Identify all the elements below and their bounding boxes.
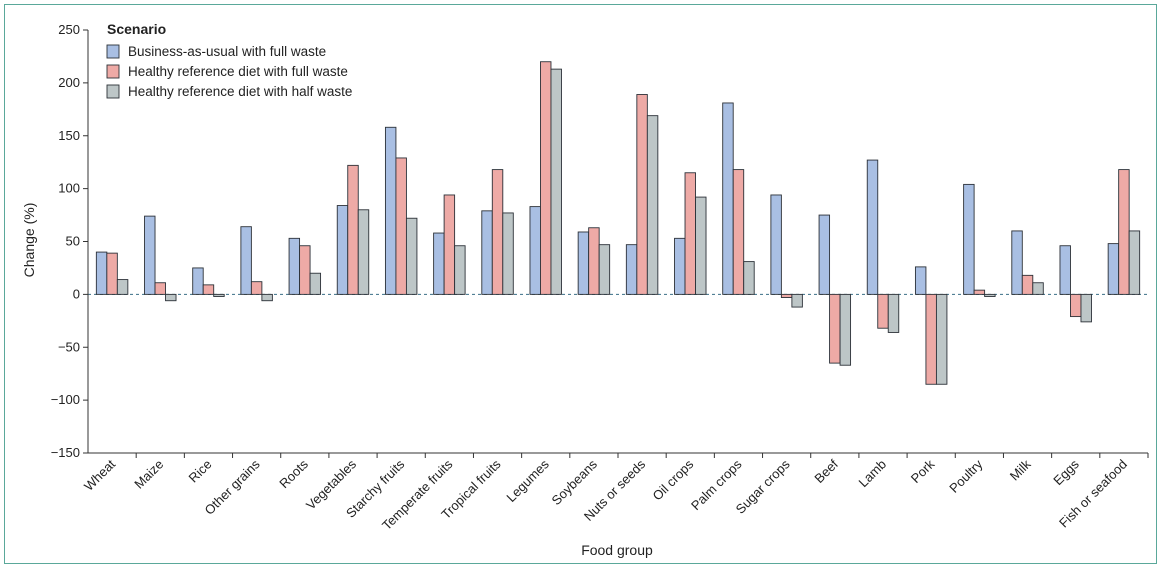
bar [529, 206, 541, 295]
bar [1128, 230, 1141, 295]
y-tick-label: 200 [58, 75, 80, 90]
bar [598, 244, 611, 295]
bar [866, 159, 879, 295]
bar [261, 293, 273, 302]
bar [106, 252, 118, 295]
x-tick-label: Rice [186, 457, 215, 486]
bar [395, 157, 407, 295]
legend-swatch [106, 84, 120, 99]
bar [625, 244, 638, 295]
bar [925, 293, 937, 385]
legend-label: Healthy reference diet with half waste [128, 84, 352, 99]
bar [491, 169, 504, 295]
y-tick-label: 150 [58, 128, 80, 143]
bar [1118, 169, 1130, 295]
bar [443, 194, 456, 295]
y-tick-label: −50 [58, 339, 80, 354]
bar [165, 293, 177, 302]
bar [309, 272, 322, 295]
bar [202, 284, 215, 295]
bar [770, 194, 782, 295]
x-tick-label: Maize [131, 457, 166, 492]
bar [839, 293, 852, 366]
bar [347, 164, 359, 295]
bar [818, 214, 831, 295]
bar [250, 281, 263, 295]
bar [674, 237, 686, 295]
bar [357, 209, 370, 295]
bar [502, 212, 514, 295]
bar [288, 237, 301, 295]
bar [540, 61, 552, 295]
y-tick-label: 100 [58, 181, 80, 196]
y-tick-label: −100 [51, 392, 80, 407]
bar [636, 94, 648, 295]
y-tick-label: 250 [58, 22, 80, 37]
bar [722, 102, 734, 295]
bar [405, 217, 418, 295]
bar [213, 293, 225, 297]
bar [887, 293, 900, 333]
bar [1011, 230, 1023, 295]
y-tick-label: 50 [66, 234, 80, 249]
legend: Scenario Business-as-usual with full was… [106, 21, 352, 99]
bar [914, 266, 927, 295]
bar [144, 215, 156, 295]
bar [384, 126, 397, 295]
x-tick-label: Oil crops [650, 456, 697, 503]
figure-frame [4, 4, 1157, 564]
bar [192, 267, 204, 295]
bar [1107, 243, 1120, 295]
legend-title: Scenario [107, 21, 166, 37]
bar [336, 205, 349, 295]
x-tick-label: Beef [811, 456, 841, 486]
y-axis-title: Change (%) [21, 203, 37, 278]
legend-label: Healthy reference diet with full waste [128, 64, 348, 79]
bar [454, 245, 466, 295]
x-tick-label: Legumes [503, 456, 552, 505]
x-tick-label: Lamb [856, 457, 890, 491]
legend-swatch [106, 44, 120, 59]
bar [1070, 293, 1082, 318]
legend-swatch [106, 64, 120, 79]
bar [973, 289, 986, 295]
bar [695, 196, 707, 295]
bar [481, 210, 493, 295]
bar [963, 183, 975, 295]
bar [577, 231, 590, 295]
bar [829, 293, 841, 364]
bar [588, 227, 600, 295]
bar [732, 169, 745, 295]
bar [240, 226, 252, 295]
bar [116, 279, 129, 295]
bar [550, 68, 562, 295]
x-tick-label: Poultry [946, 456, 986, 496]
legend-label: Business-as-usual with full waste [128, 44, 326, 59]
bar [780, 293, 793, 298]
bar [1021, 274, 1034, 295]
x-axis-title: Food group [581, 542, 653, 558]
x-tick-label: Roots [276, 456, 311, 491]
x-tick-label: Eggs [1050, 456, 1082, 488]
bar [433, 232, 445, 295]
x-tick-label: Wheat [81, 456, 118, 493]
bar [1080, 293, 1092, 323]
bar [1032, 282, 1044, 295]
bar [299, 245, 311, 295]
x-tick-label: Milk [1007, 456, 1034, 483]
bar [1059, 245, 1071, 295]
bar [935, 293, 948, 385]
bar [984, 293, 996, 297]
x-tick-label: Pork [908, 456, 938, 486]
bar [791, 293, 803, 308]
bar [95, 251, 108, 295]
bar [646, 115, 659, 295]
bar [154, 282, 166, 295]
bar [743, 261, 755, 295]
bar [684, 172, 696, 295]
y-tick-label: −150 [51, 445, 80, 460]
bar [877, 293, 889, 329]
y-tick-label: 0 [73, 286, 80, 301]
